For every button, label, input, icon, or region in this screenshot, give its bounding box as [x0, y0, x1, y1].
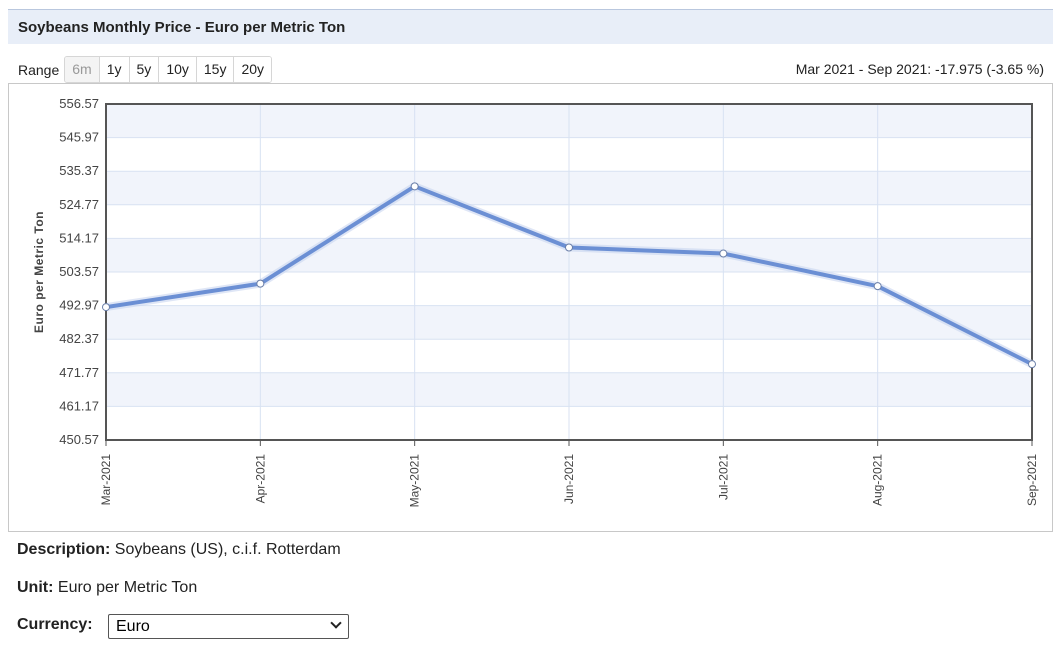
- y-tick-label: 471.77: [59, 365, 99, 380]
- page-title: Soybeans Monthly Price - Euro per Metric…: [8, 9, 1053, 44]
- data-point: [410, 182, 419, 191]
- y-tick-label: 461.17: [59, 398, 99, 413]
- y-tick-label: 450.57: [59, 432, 99, 447]
- unit-value: Euro per Metric Ton: [57, 579, 198, 596]
- range-button-10y[interactable]: 10y: [159, 57, 197, 82]
- chevron-down-icon: [330, 617, 342, 629]
- unit-label: Unit:: [17, 579, 54, 596]
- x-tick-label: Aug-2021: [871, 454, 885, 506]
- x-tick-label: Sep-2021: [1025, 454, 1039, 506]
- currency-select[interactable]: Euro: [108, 614, 349, 639]
- data-point: [565, 243, 573, 252]
- range-button-1y[interactable]: 1y: [99, 57, 130, 82]
- y-tick-label: 556.57: [59, 96, 99, 111]
- data-point: [102, 303, 110, 312]
- x-tick-label: Jul-2021: [716, 454, 730, 500]
- data-point: [1028, 360, 1036, 369]
- description-value: Soybeans (US), c.i.f. Rotterdam: [114, 541, 341, 558]
- y-tick-label: 535.37: [59, 163, 99, 178]
- plot-border: [105, 103, 1033, 441]
- x-tick-label: Jun-2021: [562, 454, 576, 504]
- y-tick-label: 545.97: [59, 130, 99, 145]
- y-axis-label: Euro per Metric Ton: [32, 211, 46, 333]
- currency-row: Currency:: [17, 616, 93, 634]
- x-tick-label: Apr-2021: [253, 454, 267, 504]
- range-label: Range: [18, 61, 60, 78]
- range-button-6m[interactable]: 6m: [65, 57, 100, 82]
- x-tick-label: Mar-2021: [99, 454, 113, 506]
- price-line-chart: 556.57 545.97 535.37 524.77 514.17 503.57 492.…: [32, 96, 1039, 508]
- chart-container: 556.57 545.97 535.37 524.77 514.17 503.57 492.…: [8, 83, 1053, 532]
- unit-row: Unit: Euro per Metric Ton: [17, 579, 197, 597]
- range-button-5y[interactable]: 5y: [129, 57, 160, 82]
- range-button-15y[interactable]: 15y: [196, 57, 235, 82]
- currency-selected-value: Euro: [116, 618, 150, 635]
- change-summary: Mar 2021 - Sep 2021: -17.975 (-3.65 %): [795, 61, 1044, 77]
- currency-label: Currency:: [17, 616, 93, 633]
- y-tick-label: 492.97: [59, 298, 99, 313]
- y-tick-label: 514.17: [59, 230, 99, 245]
- description-label: Description:: [17, 541, 111, 558]
- y-tick-label: 482.37: [59, 331, 99, 346]
- range-button-group: 6m 1y 5y 10y 15y 20y: [64, 56, 273, 83]
- data-point: [719, 249, 728, 258]
- y-tick-label: 503.57: [59, 264, 99, 279]
- data-point: [256, 279, 265, 288]
- description-row: Description: Soybeans (US), c.i.f. Rotte…: [17, 541, 341, 559]
- data-point: [873, 282, 882, 291]
- x-tick-label: May-2021: [408, 454, 422, 508]
- range-button-20y[interactable]: 20y: [234, 57, 272, 82]
- y-tick-label: 524.77: [59, 197, 99, 212]
- range-selector: Range 6m 1y 5y 10y 15y 20y: [18, 56, 273, 83]
